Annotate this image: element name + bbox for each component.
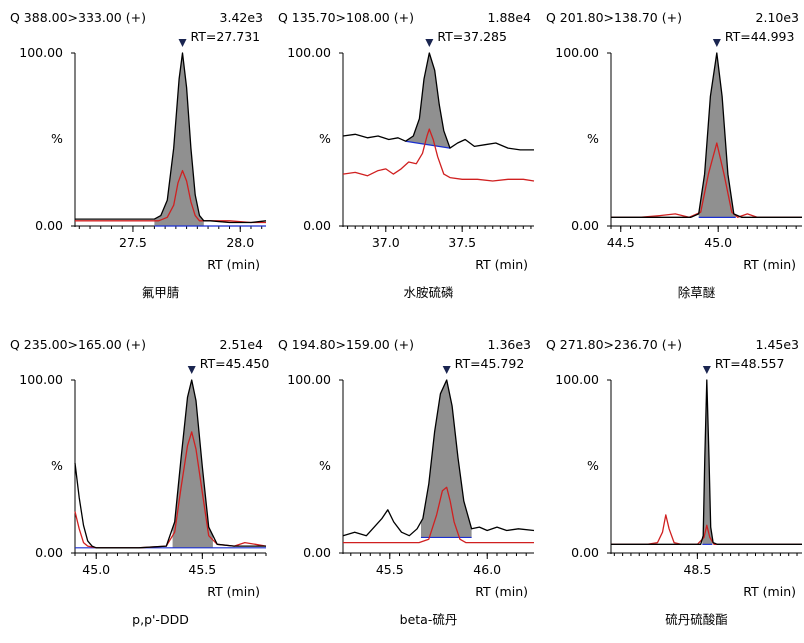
chromatogram-panel: Q 135.70>108.00 (+) 1.88e4 100.00 0.00% 37.0… [278, 10, 535, 300]
x-tick-label: 44.5 [607, 235, 635, 250]
x-tick-label: 37.5 [448, 235, 476, 250]
y-tick-label: 100.00 [555, 45, 599, 60]
compound-name: beta-硫丹 [400, 612, 458, 627]
peak-area [405, 53, 450, 149]
chromatogram-panel: Q 201.80>138.70 (+) 2.10e3 100.00 0.00% 44.5… [546, 10, 802, 300]
y-axis-label: % [319, 458, 331, 473]
intensity-label: 3.42e3 [220, 10, 263, 25]
apex-marker [178, 39, 187, 47]
qualifier-trace [343, 486, 534, 544]
x-axis-label: RT (min) [207, 257, 260, 272]
y-tick-label: 0.00 [35, 545, 63, 560]
y-tick-label: 0.00 [303, 218, 331, 233]
x-axis-label: RT (min) [475, 257, 528, 272]
x-tick-label: 45.5 [188, 562, 216, 577]
y-tick-label: 100.00 [19, 45, 63, 60]
y-axis-label: % [587, 458, 599, 473]
x-tick-label: 46.0 [473, 562, 501, 577]
apex-marker [425, 39, 434, 47]
y-axis-label: % [319, 131, 331, 146]
retention-time-label: RT=37.285 [437, 29, 507, 44]
x-tick-label: 28.0 [226, 235, 254, 250]
retention-time-label: RT=44.993 [725, 29, 795, 44]
chromatogram-panel: Q 271.80>236.70 (+) 1.45e3 100.00 0.00% 48.5… [546, 337, 802, 627]
quantifier-trace [74, 379, 266, 549]
y-tick-label: 100.00 [287, 372, 331, 387]
x-axis-label: RT (min) [475, 584, 528, 599]
chromatogram-panel: Q 388.00>333.00 (+) 3.42e3 100.00 0.00% 27.5… [10, 10, 267, 300]
y-axis-label: % [51, 131, 63, 146]
retention-time-label: RT=45.792 [455, 356, 525, 371]
transition-title: Q 271.80>236.70 (+) [546, 337, 682, 352]
qualifier-trace [75, 169, 266, 224]
compound-name: p,p'-DDD [132, 612, 189, 627]
peak-area [172, 380, 213, 548]
compound-name: 氟甲腈 [142, 285, 180, 300]
x-tick-label: 45.5 [376, 562, 404, 577]
x-tick-label: 45.0 [704, 235, 732, 250]
qualifier-trace [74, 431, 267, 549]
x-tick-label: 48.5 [683, 562, 711, 577]
y-tick-label: 100.00 [19, 372, 63, 387]
compound-name: 水胺硫磷 [403, 285, 454, 300]
y-axis-label: % [587, 131, 599, 146]
integration-baseline [405, 140, 451, 149]
quantifier-trace [75, 52, 267, 224]
apex-marker [187, 366, 196, 374]
qualifier-trace [342, 128, 535, 182]
y-tick-label: 0.00 [571, 545, 599, 560]
qualifier-trace [611, 142, 802, 218]
intensity-label: 1.88e4 [488, 10, 532, 25]
retention-time-label: RT=45.450 [200, 356, 270, 371]
y-axis-label: % [51, 458, 63, 473]
quantifier-trace [611, 52, 802, 218]
x-tick-label: 45.0 [82, 562, 110, 577]
quantifier-trace [342, 379, 535, 537]
chromatogram-panel: Q 235.00>165.00 (+) 2.51e4 100.00 0.00% 45.0… [10, 337, 269, 627]
quantifier-trace [342, 52, 534, 151]
transition-title: Q 388.00>333.00 (+) [10, 10, 146, 25]
compound-name: 除草醚 [678, 285, 716, 300]
apex-marker [712, 39, 721, 47]
x-axis-label: RT (min) [743, 257, 796, 272]
y-tick-label: 0.00 [303, 545, 331, 560]
retention-time-label: RT=48.557 [715, 356, 785, 371]
chromatogram-panel: Q 194.80>159.00 (+) 1.36e3 100.00 0.00% 45.5… [278, 337, 535, 627]
quantifier-trace [611, 379, 802, 545]
intensity-label: 2.51e4 [220, 337, 264, 352]
transition-title: Q 235.00>165.00 (+) [10, 337, 146, 352]
y-tick-label: 100.00 [555, 372, 599, 387]
peak-area [421, 380, 472, 538]
transition-title: Q 201.80>138.70 (+) [546, 10, 682, 25]
peak-area [154, 53, 204, 226]
y-tick-label: 100.00 [287, 45, 331, 60]
y-tick-label: 0.00 [35, 218, 63, 233]
x-axis-label: RT (min) [743, 584, 796, 599]
y-tick-label: 0.00 [571, 218, 599, 233]
apex-marker [442, 366, 451, 374]
x-tick-label: 37.0 [372, 235, 400, 250]
apex-marker [702, 366, 711, 374]
transition-title: Q 194.80>159.00 (+) [278, 337, 414, 352]
intensity-label: 1.36e3 [488, 337, 531, 352]
x-tick-label: 27.5 [119, 235, 147, 250]
intensity-label: 2.10e3 [756, 10, 799, 25]
compound-name: 硫丹硫酸酯 [665, 612, 728, 627]
retention-time-label: RT=27.731 [191, 29, 261, 44]
intensity-label: 1.45e3 [756, 337, 799, 352]
x-axis-label: RT (min) [207, 584, 260, 599]
transition-title: Q 135.70>108.00 (+) [278, 10, 414, 25]
